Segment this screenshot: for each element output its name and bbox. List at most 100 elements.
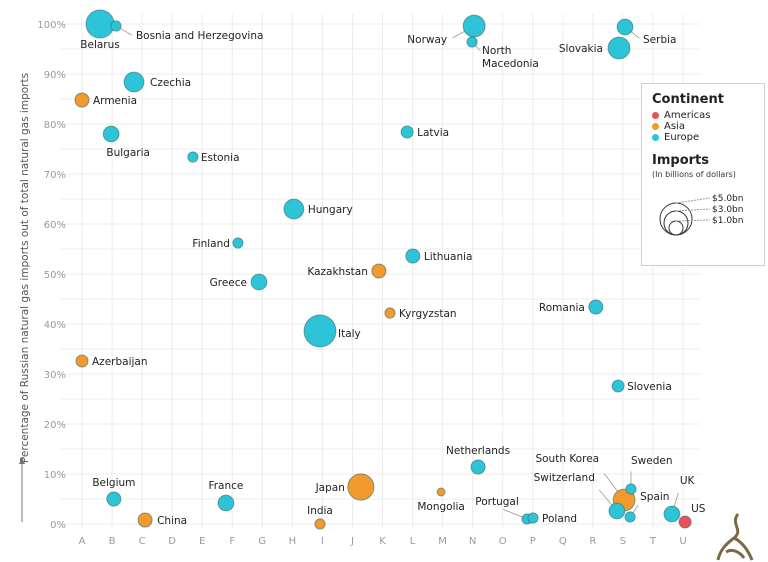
bubble-romania	[588, 299, 604, 315]
size-label-3bn: $3.0bn	[712, 205, 743, 215]
x-tick-label: A	[79, 536, 86, 547]
y-tick-label: 50%	[44, 270, 66, 281]
point-label: Estonia	[201, 152, 240, 164]
x-tick-label: O	[499, 536, 507, 547]
bubble-kyrgyzstan	[384, 307, 396, 319]
x-tick-label: G	[258, 536, 266, 547]
bubble-sweden	[625, 483, 637, 495]
point-label: Norway	[407, 34, 447, 46]
point-label: Japan	[315, 482, 345, 494]
y-tick-label: 0%	[50, 520, 66, 531]
point-label: Romania	[539, 302, 585, 314]
bubble-us	[678, 515, 692, 529]
y-tick-label: 10%	[44, 470, 66, 481]
legend-item-asia: Asia	[652, 121, 754, 132]
y-tick-label: 80%	[44, 120, 66, 131]
point-label: Armenia	[93, 95, 137, 107]
point-label: Spain	[640, 491, 669, 503]
point-label: South Korea	[535, 453, 599, 465]
americas-dot-icon	[652, 112, 659, 119]
bubble-serbia	[616, 18, 634, 36]
x-tick-label: R	[589, 536, 596, 547]
point-label: UK	[680, 475, 696, 487]
x-tick-label: M	[438, 536, 447, 547]
x-tick-label: H	[289, 536, 297, 547]
point-label: Kazakhstan	[307, 266, 368, 278]
x-tick-label: F	[229, 536, 235, 547]
bubble-lithuania	[405, 248, 421, 264]
point-label: Switzerland	[534, 472, 595, 484]
bubble-india	[314, 518, 326, 530]
bubble-netherlands	[470, 459, 486, 475]
bubble-north-macedonia	[466, 36, 478, 48]
y-tick-label: 30%	[44, 370, 66, 381]
bubble-hungary	[283, 198, 305, 220]
bubble-china	[137, 512, 153, 528]
x-tick-label: P	[530, 536, 536, 547]
bubble-belgium	[106, 491, 122, 507]
x-tick-label: N	[469, 536, 476, 547]
legend-continent-title: Continent	[652, 92, 724, 107]
y-tick-label: 90%	[44, 70, 66, 81]
bubble-azerbaijan	[75, 354, 89, 368]
point-label: Mongolia	[417, 501, 465, 513]
point-label: Sweden	[631, 455, 673, 467]
bubble-italy	[303, 314, 337, 348]
legend-imports-title: Imports	[652, 153, 709, 168]
point-label: Slovakia	[559, 43, 603, 55]
point-label: Netherlands	[446, 445, 510, 457]
point-label: Azerbaijan	[92, 356, 148, 368]
bubble-switzerland	[608, 502, 626, 520]
bubble-mongolia	[436, 487, 446, 497]
bubble-slovenia	[611, 379, 625, 393]
y-axis-arrow-icon	[19, 457, 25, 464]
y-tick-label: 40%	[44, 320, 66, 331]
bubble-slovakia	[607, 36, 631, 60]
x-tick-label: I	[321, 536, 324, 547]
x-tick-label: S	[620, 536, 626, 547]
point-label: Lithuania	[424, 251, 473, 263]
bubble-greece	[250, 273, 268, 291]
point-label: Finland	[192, 238, 230, 250]
point-label: Hungary	[308, 204, 353, 216]
size-key-1bn	[668, 220, 684, 236]
bubble-bulgaria	[102, 125, 120, 143]
bubble-spain	[624, 511, 636, 523]
point-label: India	[307, 505, 333, 517]
x-tick-label: Q	[559, 536, 567, 547]
bubble-belarus	[85, 9, 115, 39]
x-tick-label: J	[350, 536, 354, 547]
point-label: US	[691, 503, 706, 515]
point-label: China	[157, 515, 187, 527]
point-label: Italy	[338, 328, 361, 340]
bubble-latvia	[400, 125, 414, 139]
point-label: Belgium	[92, 477, 135, 489]
y-tick-label: 60%	[44, 220, 66, 231]
point-label: Greece	[210, 277, 247, 289]
point-label-line: Macedonia	[482, 58, 539, 70]
watermark-logo-icon	[716, 513, 754, 561]
point-label: Bosnia and Herzegovina	[136, 30, 263, 42]
legend-size-key: $5.0bn $3.0bn $1.0bn	[659, 194, 743, 236]
point-label: Serbia	[643, 34, 676, 46]
bubble-france	[217, 494, 235, 512]
y-tick-label: 100%	[37, 20, 66, 31]
point-label: Bulgaria	[106, 147, 150, 159]
bubble-estonia	[187, 151, 199, 163]
x-tick-label: K	[379, 536, 386, 547]
size-key-3bn	[663, 210, 689, 236]
bubble-japan	[347, 473, 375, 501]
europe-dot-icon	[652, 134, 659, 141]
bubble-norway	[462, 14, 486, 38]
point-label: Slovenia	[627, 381, 672, 393]
legend-item-americas: Americas	[652, 110, 754, 121]
size-label-1bn: $1.0bn	[712, 216, 743, 226]
bubble-czechia	[123, 71, 145, 93]
y-tick-label: 20%	[44, 420, 66, 431]
bubble-kazakhstan	[371, 263, 387, 279]
bubble-uk	[663, 505, 681, 523]
x-tick-label: U	[679, 536, 686, 547]
point-label: Portugal	[475, 496, 519, 508]
x-tick-label: L	[410, 536, 416, 547]
